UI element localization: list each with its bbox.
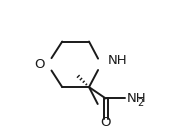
Text: NH: NH bbox=[127, 92, 147, 105]
Text: O: O bbox=[34, 58, 45, 71]
Text: NH: NH bbox=[108, 54, 127, 68]
Text: O: O bbox=[100, 116, 111, 129]
Text: 2: 2 bbox=[138, 98, 144, 108]
